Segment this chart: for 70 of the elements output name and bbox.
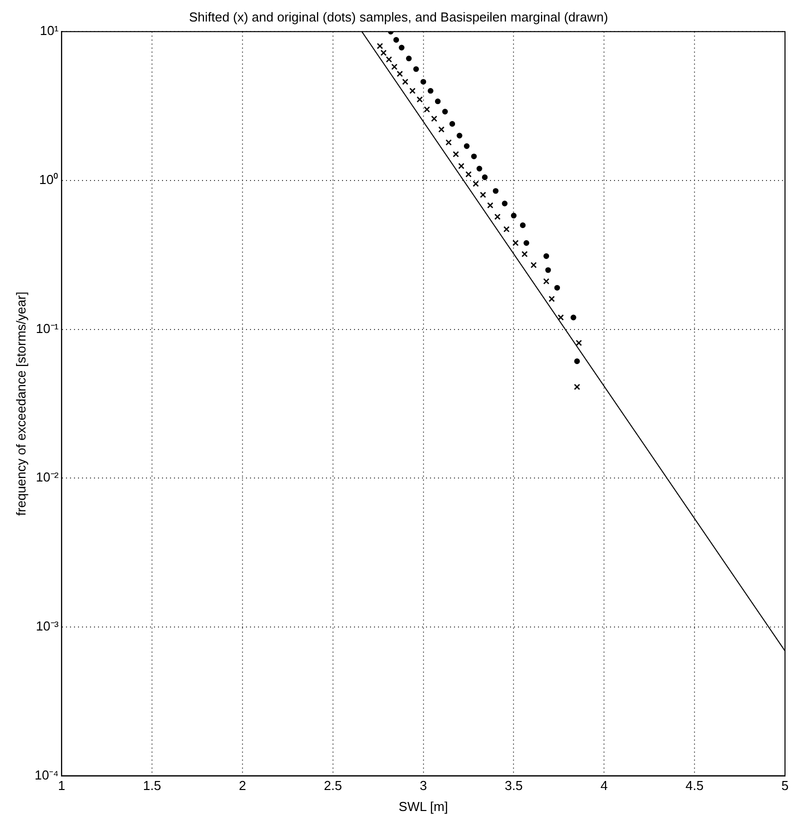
point [548,296,555,302]
x-tick-label: 3.5 [504,778,523,794]
y-tick-label: 10⁻² [36,470,60,485]
point [558,314,564,321]
point [420,78,426,85]
point [386,56,392,63]
point [424,106,430,113]
point [543,253,550,259]
point [512,240,519,246]
x-tick-label: 4.5 [686,778,704,794]
point [524,240,530,246]
x-tick-label: 5 [781,778,789,794]
point [576,340,582,346]
point [530,262,537,268]
point [416,96,423,103]
point [438,126,445,133]
point [391,64,398,70]
point [471,154,477,160]
point [503,226,510,232]
point [380,50,387,56]
point [402,78,408,85]
point [409,88,416,94]
x-tick-label: 2 [238,778,246,794]
x-tick-label: 3 [420,778,427,794]
point [520,222,526,228]
point [406,56,412,62]
point [476,166,482,172]
point [393,37,400,43]
point [428,88,434,94]
x-tick-label: 1.5 [143,778,162,794]
point [458,162,464,170]
y-axis-title: frequency of exceedance [storms/year] [13,292,28,516]
point [554,284,560,291]
chart-title: Shifted (x) and original (dots) samples, and Basispeilen marginal (drawn) [188,9,608,24]
point [494,214,501,220]
point [442,108,448,114]
point [502,200,508,206]
point [465,171,472,178]
point [492,188,499,194]
point [574,358,580,364]
point [487,202,494,208]
y-tick-label: 10⁰ [39,172,59,188]
point [472,180,479,187]
point [446,139,452,146]
point [543,278,550,284]
point [431,116,438,122]
point [521,250,528,258]
point [480,192,486,198]
y-tick-label: 10⁻¹ [36,320,60,336]
point [413,66,419,72]
x-tick-label: 2.5 [324,778,342,794]
point [376,42,384,50]
point [449,121,456,127]
point [545,267,551,273]
y-tick-label: 10⁻⁴ [34,767,59,782]
y-tick-label: 10⁻³ [36,618,60,634]
point [464,143,470,149]
x-tick-label: 4 [600,778,608,794]
y-tick-label: 10¹ [40,23,60,38]
point [574,384,580,390]
x-axis-title: SWL [m] [398,798,448,814]
point [398,44,404,51]
x-tick-label: 1 [58,778,66,794]
point [452,151,459,158]
point [434,98,441,104]
point [396,70,403,77]
point [456,132,462,138]
point [570,314,576,320]
point [510,212,517,218]
point [482,174,488,180]
